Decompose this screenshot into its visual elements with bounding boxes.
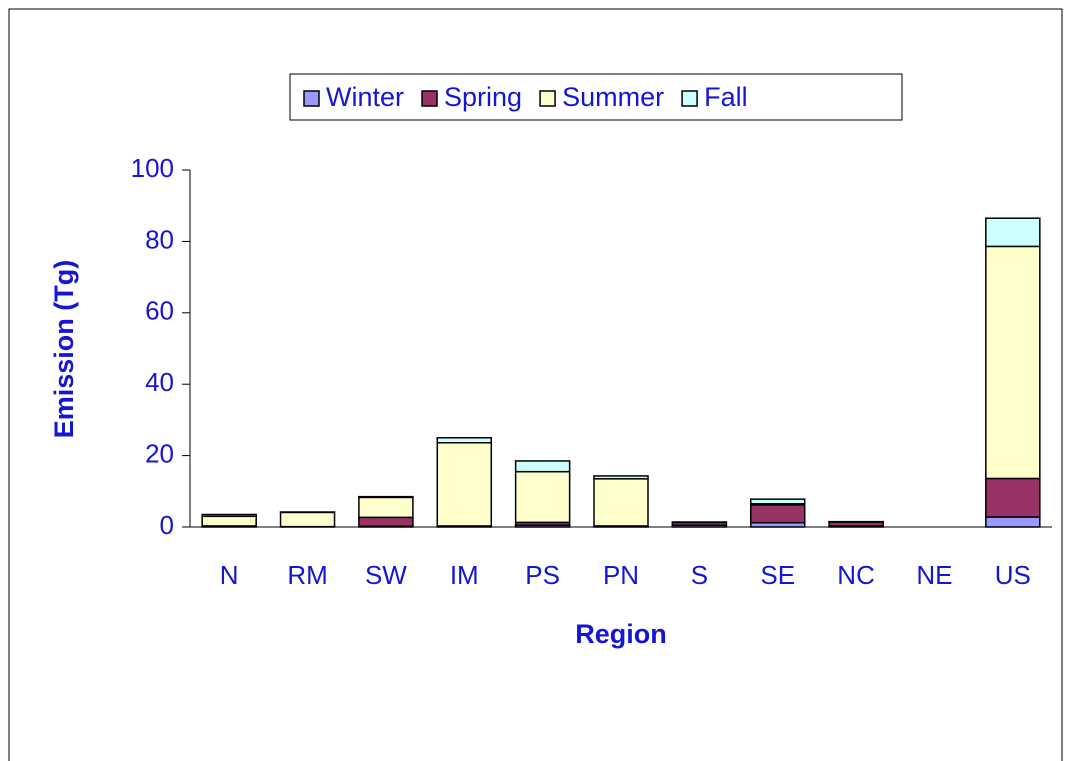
x-tick-label: SE: [760, 560, 795, 590]
bar-segment: [201, 515, 257, 527]
y-axis-title: Emission (Tg): [49, 260, 79, 439]
bar-segment: [436, 441, 493, 527]
bar-segment: [593, 478, 649, 527]
legend-label: Winter: [326, 82, 404, 112]
y-tick-label: 40: [145, 367, 174, 397]
bar-segment: [749, 504, 806, 524]
chart-frame: [8, 8, 1063, 761]
x-tick-label: NE: [916, 560, 952, 590]
x-tick-label: PN: [603, 560, 639, 590]
y-tick-label: 20: [145, 438, 174, 468]
bar-segment: [985, 245, 1041, 480]
bar-segment: [436, 437, 493, 444]
x-tick-label: NC: [837, 560, 875, 590]
bar-segment: [358, 496, 414, 519]
bar-segment: [201, 513, 257, 518]
legend-label: Summer: [562, 82, 664, 112]
x-tick-label: N: [220, 560, 239, 590]
legend-label: Fall: [704, 82, 748, 112]
bar-segment: [279, 511, 336, 528]
y-tick-label: 100: [131, 153, 174, 183]
x-tick-label: RM: [287, 560, 327, 590]
bar-segment: [514, 470, 571, 524]
x-tick-label: PS: [525, 560, 560, 590]
bar-segment: [985, 217, 1041, 248]
x-tick-label: SW: [365, 560, 407, 590]
y-tick-label: 0: [160, 510, 174, 540]
legend-label: Spring: [444, 82, 522, 112]
bar-segment: [985, 477, 1041, 518]
legend-box: [289, 73, 903, 121]
y-tick-label: 80: [145, 224, 174, 254]
bar-segment: [358, 516, 414, 528]
bar-segment: [985, 516, 1041, 528]
bar-segment: [593, 475, 649, 480]
x-tick-label: IM: [450, 560, 479, 590]
legend-swatch: [421, 90, 438, 107]
bar-segment: [358, 495, 414, 499]
x-tick-label: US: [995, 560, 1031, 590]
bar-segment: [514, 460, 571, 473]
legend-swatch: [539, 90, 556, 107]
legend-swatch: [681, 90, 698, 107]
x-tick-label: S: [691, 560, 708, 590]
y-tick-label: 60: [145, 296, 174, 326]
bar-segment: [749, 498, 806, 505]
legend-swatch: [303, 90, 320, 107]
x-axis-title: Region: [575, 619, 667, 649]
